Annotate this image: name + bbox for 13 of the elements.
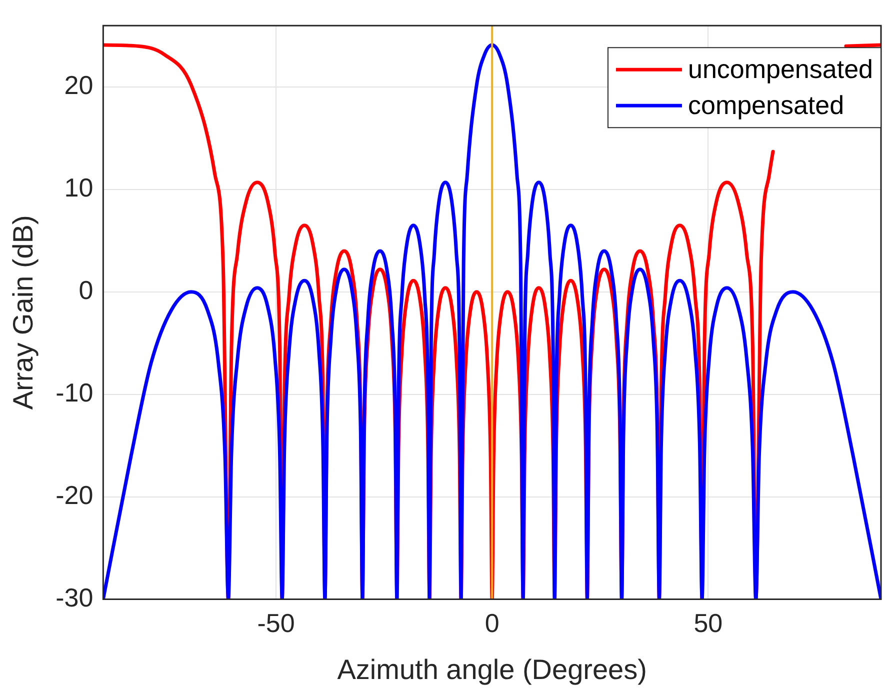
y-tick-label: 0 bbox=[78, 275, 94, 306]
x-tick-label: 0 bbox=[484, 608, 500, 638]
y-tick-label: 10 bbox=[64, 172, 94, 203]
y-tick-label: -30 bbox=[56, 582, 94, 612]
y-axis-title: Array Gain (dB) bbox=[8, 215, 39, 410]
x-tick-label: 50 bbox=[694, 608, 723, 638]
y-tick-label: 20 bbox=[64, 70, 94, 100]
x-tick-label: -50 bbox=[257, 608, 295, 638]
legend-label: compensated bbox=[688, 90, 844, 120]
y-tick-label: -10 bbox=[56, 378, 94, 408]
legend-label: uncompensated bbox=[688, 54, 874, 84]
y-tick-label: -20 bbox=[56, 480, 94, 510]
x-axis-title: Azimuth angle (Degrees) bbox=[337, 654, 647, 685]
